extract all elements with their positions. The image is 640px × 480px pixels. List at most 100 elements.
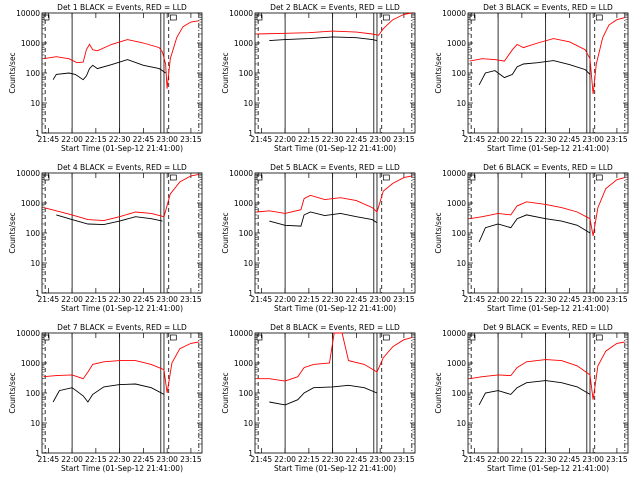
- y-tick-label: 10: [243, 259, 253, 268]
- x-tick-label: 22:00: [274, 455, 296, 464]
- marker-box-left: [43, 174, 50, 181]
- marker-box-right: [169, 174, 177, 181]
- x-tick-label: 22:45: [559, 295, 581, 304]
- x-tick-label: 22:45: [559, 135, 581, 144]
- y-axis-label: Counts/sec: [434, 52, 443, 93]
- series-line-events: [269, 211, 378, 227]
- x-tick-label: 21:45: [38, 135, 60, 144]
- plot-frame: [467, 332, 629, 454]
- y-tick-label: 10000: [442, 9, 466, 18]
- marker-box-right: [382, 334, 390, 341]
- x-tick-label: 22:30: [109, 295, 131, 304]
- y-tick-label: 1000: [234, 359, 253, 368]
- y-tick-label: 100: [239, 389, 254, 398]
- x-tick-label: 22:30: [322, 295, 344, 304]
- series-line-events: [52, 59, 166, 81]
- plot-frame: [467, 172, 629, 294]
- series-line-events: [269, 36, 378, 42]
- x-axis-label: Start Time (01-Sep-12 21:41:00): [487, 304, 609, 313]
- chart-title: Det 4 BLACK = Events, RED = LLD: [57, 163, 187, 172]
- x-tick-label: 23:15: [393, 135, 415, 144]
- x-tick-label: 21:45: [464, 295, 486, 304]
- y-tick-label: 10: [243, 419, 253, 428]
- x-tick-label: 23:00: [369, 135, 391, 144]
- marker-box-right: [595, 14, 603, 21]
- marker-box-right: [169, 14, 177, 21]
- y-tick-label: 100: [26, 389, 41, 398]
- x-tick-label: 22:45: [559, 455, 581, 464]
- chart-title: Det 3 BLACK = Events, RED = LLD: [483, 3, 613, 12]
- chart-title: Det 6 BLACK = Events, RED = LLD: [483, 163, 613, 172]
- x-tick-label: 23:00: [369, 455, 391, 464]
- series-line-lld: [256, 332, 412, 382]
- y-tick-label: 1: [461, 129, 466, 138]
- x-tick-label: 21:45: [464, 455, 486, 464]
- chart-title: Det 9 BLACK = Events, RED = LLD: [483, 323, 613, 332]
- y-tick-label: 10: [456, 259, 466, 268]
- y-tick-label: 10000: [442, 329, 466, 338]
- series-line-lld: [256, 175, 412, 214]
- y-tick-label: 10000: [16, 329, 40, 338]
- x-tick-label: 22:30: [535, 295, 557, 304]
- marker-box-left: [256, 174, 263, 181]
- y-tick-label: 1000: [447, 39, 466, 48]
- y-axis-label: Counts/sec: [434, 212, 443, 253]
- chart-title: Det 5 BLACK = Events, RED = LLD: [270, 163, 400, 172]
- x-tick-label: 23:00: [156, 135, 178, 144]
- series-line-lld: [469, 341, 625, 400]
- x-axis-label: Start Time (01-Sep-12 21:41:00): [61, 304, 183, 313]
- y-tick-label: 100: [26, 229, 41, 238]
- y-tick-label: 100: [26, 69, 41, 78]
- y-axis-label: Counts/sec: [221, 52, 230, 93]
- y-tick-label: 10000: [229, 9, 253, 18]
- y-axis-label: Counts/sec: [8, 212, 17, 253]
- marker-box-left: [43, 14, 50, 21]
- x-tick-label: 22:00: [61, 455, 83, 464]
- x-tick-label: 22:00: [61, 295, 83, 304]
- x-tick-label: 22:00: [61, 135, 83, 144]
- chart-panel-1: Det 1 BLACK = Events, RED = LLD 1 10 100 100…: [8, 3, 203, 153]
- x-tick-label: 22:30: [109, 135, 131, 144]
- marker-box-left: [469, 334, 476, 341]
- y-tick-label: 1000: [447, 359, 466, 368]
- series-line-events: [269, 384, 378, 406]
- y-axis-label: Counts/sec: [8, 372, 17, 413]
- y-axis-label: Counts/sec: [434, 372, 443, 413]
- series-line-events: [56, 214, 163, 226]
- chart-title: Det 8 BLACK = Events, RED = LLD: [270, 323, 400, 332]
- x-tick-label: 22:15: [298, 295, 320, 304]
- chart-panel-5: Det 5 BLACK = Events, RED = LLD 1 10 100 100…: [221, 163, 416, 313]
- x-tick-label: 23:15: [393, 295, 415, 304]
- x-tick-label: 23:15: [180, 455, 202, 464]
- y-tick-label: 1000: [21, 199, 40, 208]
- chart-panel-9: Det 9 BLACK = Events, RED = LLD 1 10 100 100…: [434, 323, 629, 473]
- chart-title: Det 2 BLACK = Events, RED = LLD: [270, 3, 400, 12]
- x-tick-label: 22:00: [274, 135, 296, 144]
- y-tick-label: 1000: [234, 39, 253, 48]
- series-line-lld: [469, 177, 625, 236]
- chart-title: Det 7 BLACK = Events, RED = LLD: [57, 323, 187, 332]
- y-tick-label: 1: [35, 289, 40, 298]
- y-tick-label: 10000: [16, 169, 40, 178]
- x-tick-label: 22:45: [346, 135, 368, 144]
- x-tick-label: 22:15: [511, 295, 533, 304]
- chart-panel-4: Det 4 BLACK = Events, RED = LLD 1 10 100 100…: [8, 163, 203, 313]
- x-tick-label: 23:00: [582, 455, 604, 464]
- x-tick-label: 22:45: [346, 295, 368, 304]
- x-axis-label: Start Time (01-Sep-12 21:41:00): [487, 144, 609, 153]
- chart-panel-6: Det 6 BLACK = Events, RED = LLD 1 10 100 100…: [434, 163, 629, 313]
- x-tick-label: 23:15: [180, 135, 202, 144]
- y-tick-label: 10: [456, 419, 466, 428]
- y-tick-label: 1: [461, 289, 466, 298]
- x-tick-label: 21:45: [251, 295, 273, 304]
- x-tick-label: 23:15: [180, 295, 202, 304]
- x-tick-label: 21:45: [38, 295, 60, 304]
- y-tick-label: 10: [30, 419, 40, 428]
- y-tick-label: 100: [239, 229, 254, 238]
- marker-box-right: [382, 14, 390, 21]
- x-tick-label: 23:15: [393, 455, 415, 464]
- series-line-events: [478, 60, 591, 86]
- x-tick-label: 22:15: [85, 295, 107, 304]
- y-tick-label: 10000: [229, 329, 253, 338]
- y-tick-label: 100: [452, 69, 467, 78]
